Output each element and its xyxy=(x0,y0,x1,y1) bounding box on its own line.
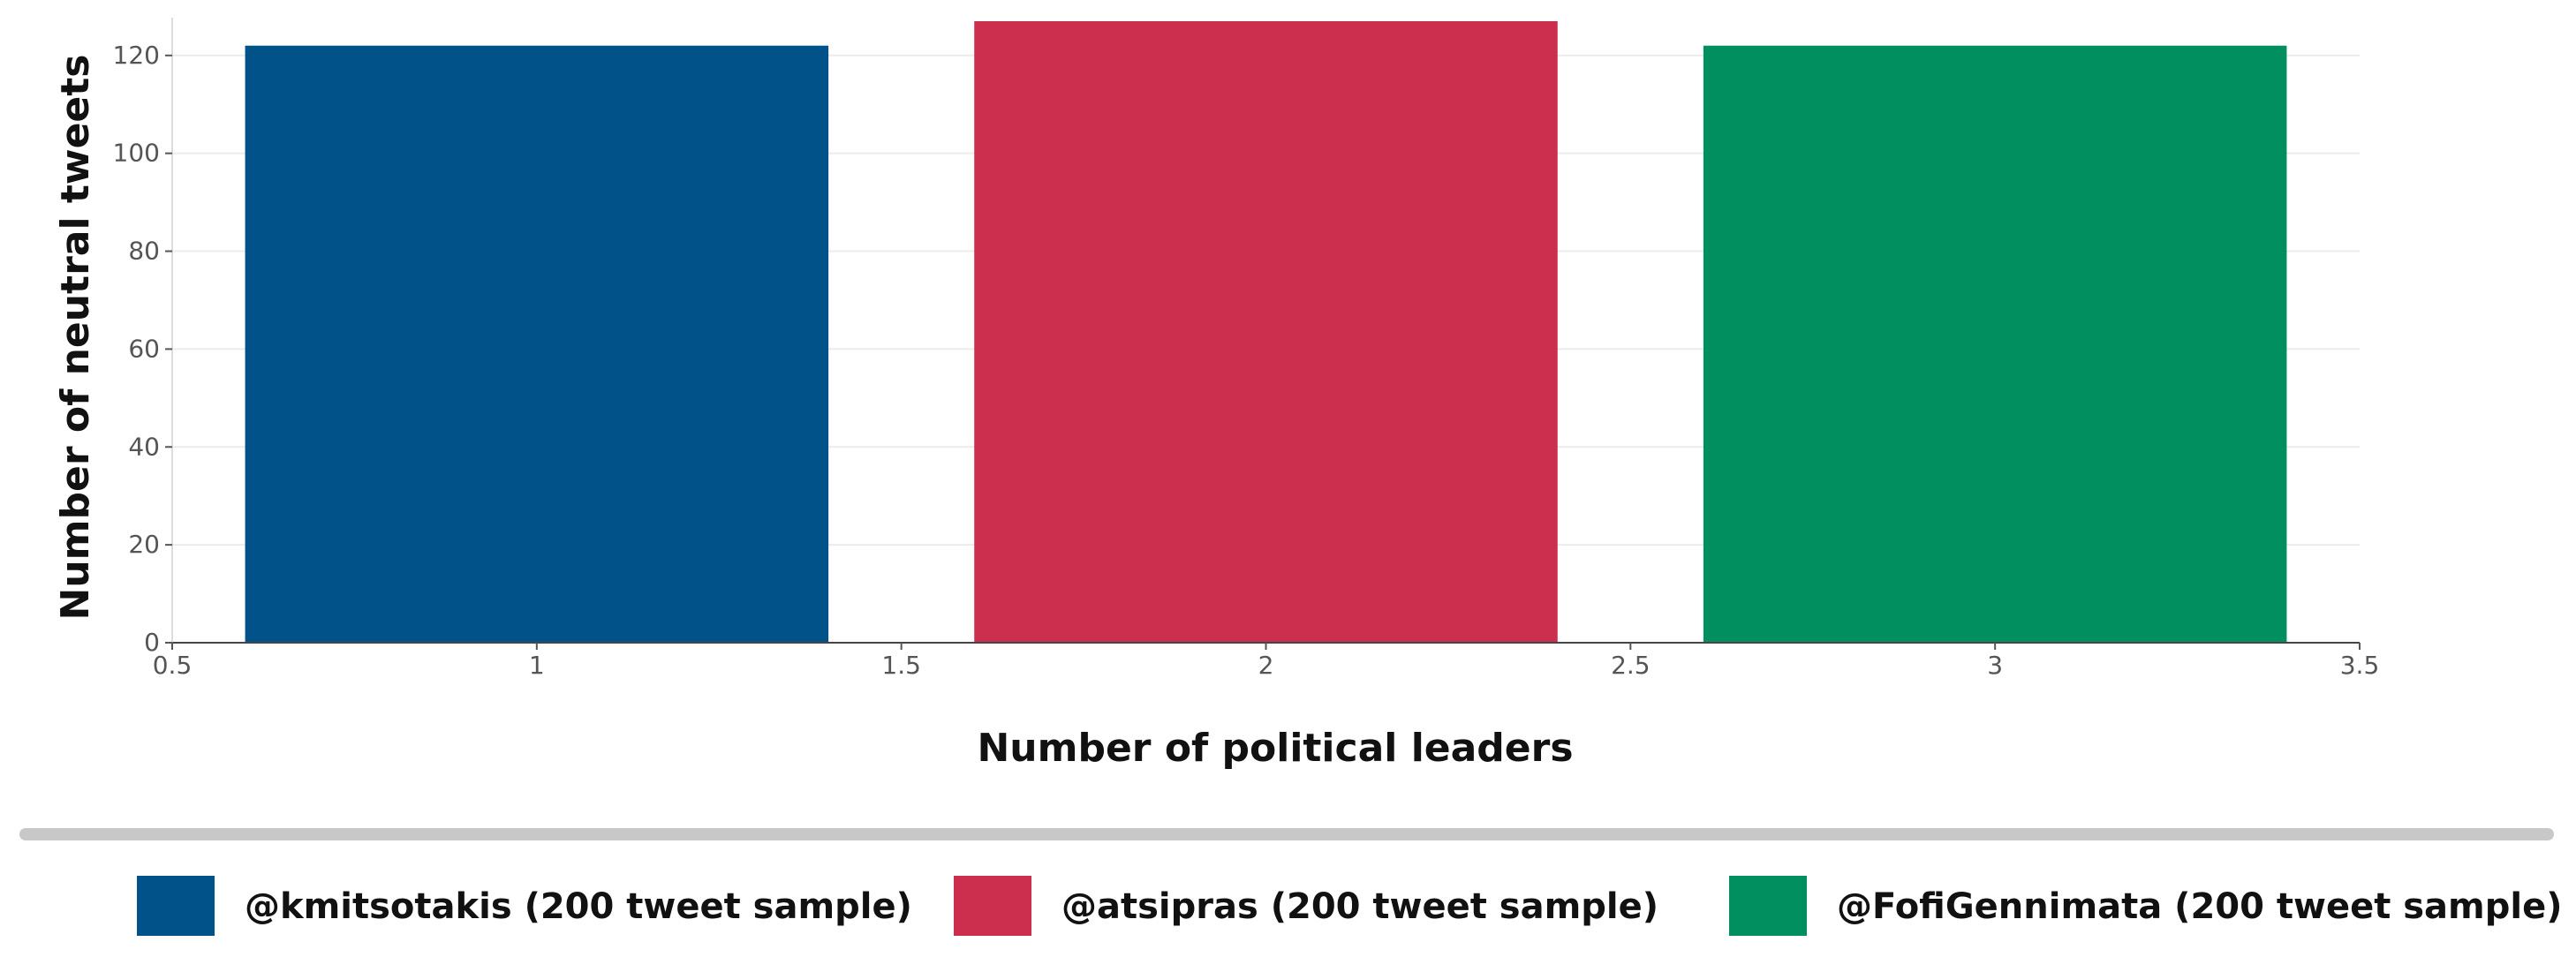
legend-label-3: @FofiGennimata (200 tweet sample) xyxy=(1837,886,2562,927)
legend-swatch-1 xyxy=(137,876,215,936)
legend: @kmitsotakis (200 tweet sample) @atsipras… xyxy=(137,876,2562,936)
x-tick-label-4: 2.5 xyxy=(1611,651,1651,680)
x-tick-labels: 0.5 1 1.5 2 2.5 3 3.5 xyxy=(153,643,2380,680)
legend-divider xyxy=(19,828,2554,840)
x-tick-label-2: 1.5 xyxy=(881,651,921,680)
legend-swatch-2 xyxy=(954,876,1031,936)
legend-swatch-3 xyxy=(1729,876,1807,936)
legend-item-1: @kmitsotakis (200 tweet sample) xyxy=(137,876,912,936)
y-axis-title: Number of neutral tweets xyxy=(53,55,98,621)
y-tick-label-0: 0 xyxy=(144,628,160,657)
y-tick-label-80: 80 xyxy=(128,237,160,266)
bar-2 xyxy=(974,21,1558,643)
y-tick-label-60: 60 xyxy=(128,334,160,363)
y-tick-label-40: 40 xyxy=(128,432,160,461)
legend-label-2: @atsipras (200 tweet sample) xyxy=(1061,886,1658,927)
legend-item-2: @atsipras (200 tweet sample) xyxy=(954,876,1658,936)
x-tick-label-6: 3.5 xyxy=(2340,651,2380,680)
bars xyxy=(245,21,2287,643)
x-tick-label-5: 3 xyxy=(1987,651,2003,680)
y-tick-label-100: 100 xyxy=(113,139,160,168)
bar-3 xyxy=(1703,45,2287,643)
x-axis-title: Number of political leaders xyxy=(977,726,1573,771)
bar-1 xyxy=(245,45,829,643)
y-tick-labels: 0 20 40 60 80 100 120 xyxy=(113,41,172,657)
x-tick-label-1: 1 xyxy=(529,651,545,680)
legend-item-3: @FofiGennimata (200 tweet sample) xyxy=(1729,876,2562,936)
y-tick-label-120: 120 xyxy=(113,41,160,70)
x-tick-label-0: 0.5 xyxy=(153,651,193,680)
x-tick-label-3: 2 xyxy=(1258,651,1274,680)
y-tick-label-20: 20 xyxy=(128,530,160,559)
legend-label-1: @kmitsotakis (200 tweet sample) xyxy=(245,886,912,927)
